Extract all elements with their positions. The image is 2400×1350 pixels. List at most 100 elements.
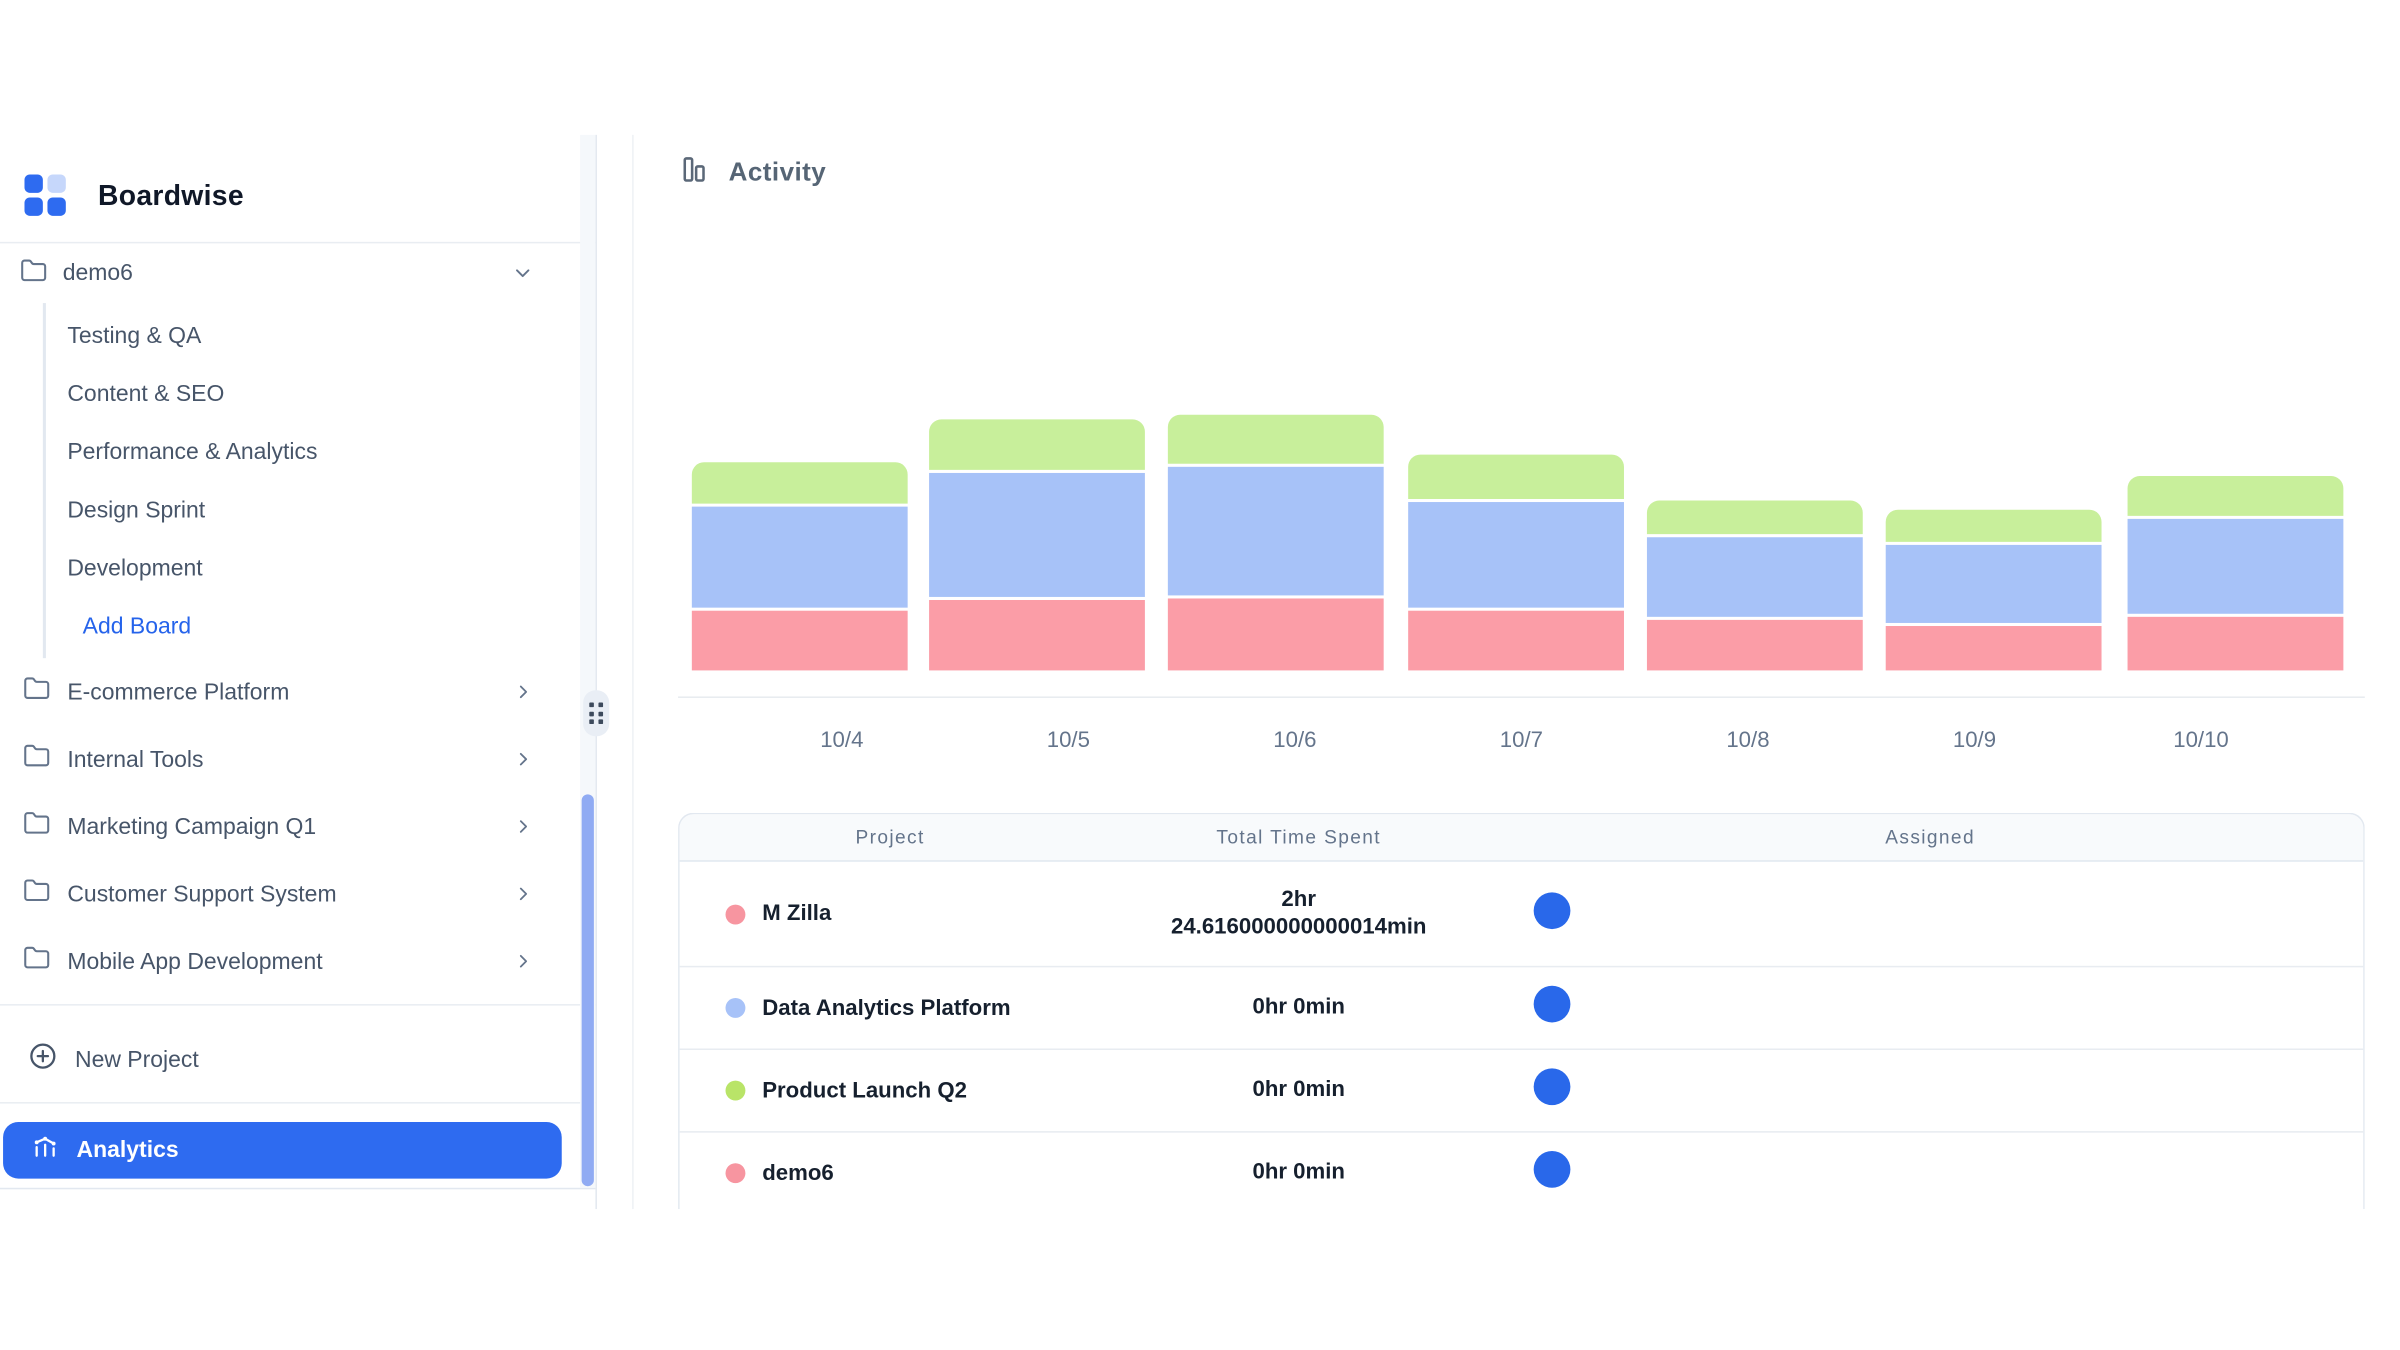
col-header-assigned: Assigned [1885, 826, 1975, 848]
project-name: M Zilla [762, 901, 832, 927]
chart-segment-data-analytics-platform [1646, 537, 1863, 617]
project-label: E-commerce Platform [67, 678, 290, 705]
total-time-cell: 0hr 0min [1252, 1078, 1345, 1103]
project-color-dot [725, 903, 746, 924]
folder-icon [23, 675, 51, 709]
chart-bar-10/4 [691, 462, 908, 671]
folder-icon [23, 810, 51, 844]
chart-segment-product-launch-q2 [929, 419, 1145, 470]
folder-icon [23, 742, 51, 776]
sidebar-body: Boardwise demo6 Testing & QA Content & SE… [0, 134, 596, 1190]
new-project-button[interactable]: New Project [0, 1016, 595, 1102]
project-cell: M Zilla [680, 902, 1101, 926]
sidebar-project-item[interactable]: Customer Support System [0, 860, 595, 927]
page-title: Activity [728, 157, 827, 187]
sidebar-resize-handle[interactable] [583, 690, 610, 737]
chevron-right-icon[interactable] [513, 883, 534, 904]
sidebar: Boardwise demo6 Testing & QA Content & SE… [0, 134, 597, 1210]
assigned-cell [1497, 1151, 2363, 1195]
grid-logo-icon [24, 174, 66, 216]
chart-segment-data-analytics-platform [929, 472, 1145, 597]
assigned-cell [1497, 1068, 2363, 1112]
project-cell: Data Analytics Platform [680, 996, 1101, 1020]
assignee-avatar [1533, 1068, 1571, 1106]
table-row: M Zilla 2hr 24.616000000000014min [680, 862, 2364, 966]
sidebar-board-item[interactable]: Development [67, 554, 203, 581]
table-body: M Zilla 2hr 24.616000000000014min Data Anal… [679, 862, 2364, 1209]
sidebar-project-item[interactable]: Mobile App Development [0, 928, 595, 995]
sidebar-board-item[interactable]: Performance & Analytics [67, 438, 318, 465]
board-list: Testing & QA Content & SEO Performance & A… [42, 303, 596, 659]
analytics-label: Analytics [76, 1137, 179, 1164]
total-time-cell: 0hr 0min [1252, 1160, 1345, 1186]
chart-segment-data-analytics-platform [1167, 466, 1384, 596]
x-axis-label: 10/9 [1952, 728, 1997, 754]
chart-segment-m-zilla [1646, 619, 1863, 671]
assigned-cell [1497, 985, 2363, 1030]
chart-bar-10/8 [1646, 500, 1863, 671]
bar-chart-icon [678, 153, 710, 193]
app-frame: Boardwise demo6 Testing & QA Content & SE… [0, 134, 2400, 1210]
sidebar-project-item[interactable]: Internal Tools [0, 726, 595, 793]
sidebar-item-label: demo6 [62, 260, 133, 287]
chart-segment-product-launch-q2 [2127, 476, 2344, 516]
project-list: E-commerce Platform Internal Tools Marketi… [0, 658, 595, 995]
chart-bar-10/10 [2127, 476, 2344, 671]
assigned-cell [1497, 891, 2363, 936]
brand: Boardwise [0, 135, 596, 244]
x-axis-label: 10/4 [820, 728, 864, 754]
project-cell: demo6 [680, 1161, 1101, 1185]
x-axis-label: 10/10 [2173, 728, 2229, 754]
add-board-button[interactable]: Add Board [82, 613, 192, 640]
project-name: Product Launch Q2 [762, 1078, 967, 1103]
assignee-avatar [1533, 1151, 1571, 1188]
folder-icon [20, 256, 48, 290]
chevron-right-icon[interactable] [513, 748, 534, 769]
analytics-button[interactable]: Analytics [3, 1121, 562, 1179]
col-header-project: Project [855, 826, 925, 848]
col-header-total-time: Total Time Spent [1216, 826, 1381, 848]
chevron-right-icon[interactable] [513, 816, 534, 837]
chevron-right-icon[interactable] [513, 681, 534, 702]
folder-icon [23, 877, 51, 911]
chart-line-icon [31, 1133, 60, 1168]
chart-segment-data-analytics-platform [691, 506, 908, 608]
chart-segment-product-launch-q2 [1646, 500, 1863, 535]
total-time-cell: 2hr 24.616000000000014min [1170, 887, 1427, 940]
sidebar-project-item[interactable]: Marketing Campaign Q1 [0, 793, 595, 860]
sidebar-project-item[interactable]: E-commerce Platform [0, 658, 595, 725]
chart-segment-m-zilla [1885, 626, 2102, 671]
sidebar-board-item[interactable]: Testing & QA [67, 322, 202, 349]
chart-segment-product-launch-q2 [1885, 509, 2102, 542]
project-label: Customer Support System [67, 880, 337, 907]
chart-bar-10/5 [929, 419, 1145, 671]
total-time-cell: 0hr 0min [1252, 995, 1345, 1021]
table-row: Product Launch Q2 0hr 0min [679, 1048, 2364, 1131]
folder-icon [23, 944, 51, 978]
assignee-avatar [1533, 891, 1571, 929]
sidebar-board-item[interactable]: Design Sprint [67, 496, 206, 523]
x-axis-label: 10/8 [1726, 728, 1770, 754]
chart-segment-product-launch-q2 [1167, 414, 1384, 464]
chart-segment-data-analytics-platform [2127, 518, 2344, 614]
chevron-right-icon[interactable] [513, 951, 534, 972]
sidebar-scrollbar-thumb[interactable] [581, 794, 594, 1187]
project-color-dot [725, 997, 746, 1018]
grip-dots-icon [589, 702, 603, 724]
chart-segment-m-zilla [1408, 610, 1624, 671]
chart-segment-product-launch-q2 [691, 462, 908, 504]
chevron-down-icon[interactable] [511, 262, 534, 285]
chart-segment-m-zilla [929, 599, 1145, 671]
panel-gutter [597, 134, 634, 1210]
brand-name: Boardwise [97, 178, 244, 211]
chart-segment-data-analytics-platform [1408, 502, 1624, 608]
sidebar-item-demo6[interactable]: demo6 [0, 243, 595, 303]
table-row: Data Analytics Platform 0hr 0min [679, 965, 2364, 1049]
table-header-row: Project Total Time Spent Assigned [679, 814, 2364, 862]
plus-circle-icon [28, 1041, 59, 1078]
x-axis-label: 10/6 [1273, 728, 1317, 754]
divider [0, 1004, 596, 1006]
sidebar-board-item[interactable]: Content & SEO [67, 380, 225, 407]
main-content: Activity 10/4 10/5 10/6 10/7 10/8 10/9 10/10 P… [635, 135, 2400, 1210]
project-name: Data Analytics Platform [762, 995, 1011, 1021]
